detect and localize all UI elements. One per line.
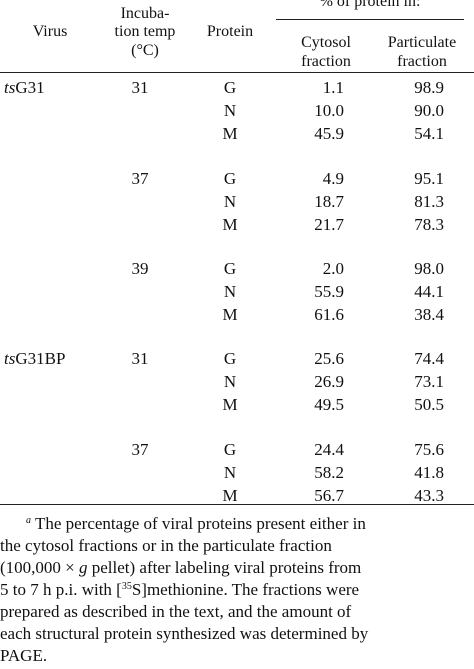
cytosol-value: 45.9	[314, 124, 344, 143]
incubation-temp: 39	[131, 259, 149, 278]
particulate-value: 44.1	[414, 282, 444, 301]
cytosol-value: 10.0	[314, 101, 344, 120]
particulate-value: 98.0	[414, 259, 444, 278]
protein-name: N	[223, 282, 237, 301]
footnote-line-1: a The percentage of viral proteins prese…	[26, 513, 474, 535]
protein-name: M	[222, 395, 238, 414]
cytosol-value: 1.1	[322, 78, 344, 97]
header-virus: Virus	[32, 23, 68, 40]
header-incubation-line1: Incuba-	[120, 5, 170, 22]
footnote-line-6: each structural protein synthesized was …	[0, 623, 474, 645]
header-percent-group: % of protein in:	[319, 0, 421, 10]
protein-name: G	[223, 349, 237, 368]
protein-name: N	[223, 192, 237, 211]
protein-name: M	[222, 124, 238, 143]
protein-name: G	[223, 78, 237, 97]
footnote-text-3-g: g	[79, 558, 88, 577]
footnote-text-7: PAGE.	[0, 646, 48, 665]
incubation-temp: 31	[131, 349, 149, 368]
footnote-text-3a: (100,000 ×	[0, 558, 79, 577]
incubation-temp: 37	[131, 169, 149, 188]
protein-name: M	[222, 305, 238, 324]
particulate-value: 78.3	[414, 215, 444, 234]
particulate-value: 75.6	[414, 440, 444, 459]
footnote-text-2: the cytosol fractions or in the particul…	[0, 536, 332, 555]
protein-name: M	[222, 215, 238, 234]
particulate-value: 90.0	[414, 101, 444, 120]
cytosol-value: 4.9	[322, 169, 344, 188]
particulate-value: 74.4	[414, 349, 444, 368]
particulate-value: 38.4	[414, 305, 444, 324]
cytosol-value: 24.4	[314, 440, 344, 459]
virus-label: G31	[15, 78, 45, 97]
header-particulate-line1: Particulate	[387, 34, 457, 51]
footnote-line-3: (100,000 × g pellet) after labeling vira…	[0, 557, 474, 579]
cytosol-value: 56.7	[314, 486, 344, 505]
incubation-temp: 37	[131, 440, 149, 459]
footnote-text-1: The percentage of viral proteins present…	[31, 514, 366, 533]
cytosol-value: 61.6	[314, 305, 344, 324]
footnote-text-3b: pellet) after labeling viral proteins fr…	[87, 558, 362, 577]
cytosol-value: 26.9	[314, 372, 344, 391]
particulate-value: 54.1	[414, 124, 444, 143]
virus-name: tsG31BP	[4, 350, 65, 367]
particulate-value: 50.5	[414, 395, 444, 414]
cytosol-value: 25.6	[314, 349, 344, 368]
footnote-line-4: 5 to 7 h p.i. with [35S]methionine. The …	[0, 579, 474, 601]
header-protein: Protein	[206, 23, 254, 40]
footnote-text-4b: S]methionine. The fractions were	[131, 580, 360, 599]
virus-label: G31BP	[15, 349, 66, 368]
header-incubation-line3: (°C)	[131, 42, 159, 59]
cytosol-value: 18.7	[314, 192, 344, 211]
footnote-marker: a	[26, 515, 31, 526]
virus-prefix: ts	[4, 349, 16, 368]
protein-name: G	[223, 440, 237, 459]
particulate-value: 73.1	[414, 372, 444, 391]
protein-name: M	[222, 486, 238, 505]
protein-name: G	[223, 169, 237, 188]
header-particulate-line2: fraction	[397, 53, 447, 70]
cytosol-value: 49.5	[314, 395, 344, 414]
particulate-value: 98.9	[414, 78, 444, 97]
header-cytosol-line2: fraction	[301, 53, 351, 70]
protein-name: N	[223, 463, 237, 482]
particulate-value: 81.3	[414, 192, 444, 211]
header-bottom-rule	[0, 72, 474, 73]
incubation-temp: 31	[131, 78, 149, 97]
virus-prefix: ts	[4, 78, 16, 97]
footnote-line-2: the cytosol fractions or in the particul…	[0, 535, 474, 557]
footnote-isotope: 35	[121, 581, 132, 592]
virus-name: tsG31	[4, 79, 45, 96]
cytosol-value: 2.0	[322, 259, 344, 278]
table-bottom-rule	[0, 504, 474, 505]
footnote-text-4a: 5 to 7 h p.i. with [	[0, 580, 122, 599]
particulate-value: 41.8	[414, 463, 444, 482]
footnote-text-5: prepared as described in the text, and t…	[0, 602, 352, 621]
footnote-text-6: each structural protein synthesized was …	[0, 624, 369, 643]
protein-name: N	[223, 372, 237, 391]
cytosol-value: 58.2	[314, 463, 344, 482]
footnote-line-5: prepared as described in the text, and t…	[0, 601, 474, 623]
particulate-value: 43.3	[414, 486, 444, 505]
cytosol-value: 21.7	[314, 215, 344, 234]
group-header-rule	[276, 19, 464, 20]
header-incubation-line2: tion temp	[114, 23, 176, 40]
footnote-line-7: PAGE.	[0, 645, 474, 667]
particulate-value: 95.1	[414, 169, 444, 188]
header-cytosol-line1: Cytosol	[301, 34, 351, 51]
protein-name: G	[223, 259, 237, 278]
cytosol-value: 55.9	[314, 282, 344, 301]
protein-name: N	[223, 101, 237, 120]
